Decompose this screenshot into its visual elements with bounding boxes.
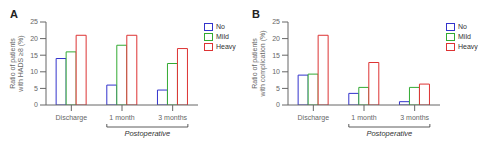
svg-text:15: 15 <box>272 52 280 59</box>
svg-text:1 month: 1 month <box>351 114 376 121</box>
svg-text:20: 20 <box>30 35 38 42</box>
svg-text:10: 10 <box>272 68 280 75</box>
svg-text:3 months: 3 months <box>400 114 429 121</box>
svg-text:0: 0 <box>276 101 280 108</box>
svg-text:25: 25 <box>272 18 280 25</box>
svg-text:5: 5 <box>276 85 280 92</box>
html-text:B: B <box>252 8 260 20</box>
svg-text:1 month: 1 month <box>109 114 134 121</box>
html-text:No: No <box>458 23 467 30</box>
svg-text:Postoperative: Postoperative <box>366 129 412 138</box>
html-text:Heavy: Heavy <box>458 43 478 50</box>
svg-text:Ratio of patientswith complica: Ratio of patientswith complication (%) <box>251 30 267 97</box>
html-text:Mild: Mild <box>216 33 229 40</box>
svg-text:Discharge: Discharge <box>298 114 330 122</box>
svg-text:3 months: 3 months <box>158 114 187 121</box>
html-text:Mild: Mild <box>458 33 471 40</box>
html-text:A: A <box>10 8 18 20</box>
svg-text:0: 0 <box>34 101 38 108</box>
html-text:Heavy: Heavy <box>216 43 236 50</box>
html-text:No: No <box>216 23 225 30</box>
svg-text:Postoperative: Postoperative <box>124 129 170 138</box>
svg-text:5: 5 <box>34 85 38 92</box>
svg-text:20: 20 <box>272 35 280 42</box>
svg-text:15: 15 <box>30 52 38 59</box>
svg-text:10: 10 <box>30 68 38 75</box>
svg-text:25: 25 <box>30 18 38 25</box>
svg-text:Discharge: Discharge <box>56 114 88 122</box>
svg-text:Ratio of patientswith HADS ≥8: Ratio of patientswith HADS ≥8 (%) <box>9 35 25 92</box>
